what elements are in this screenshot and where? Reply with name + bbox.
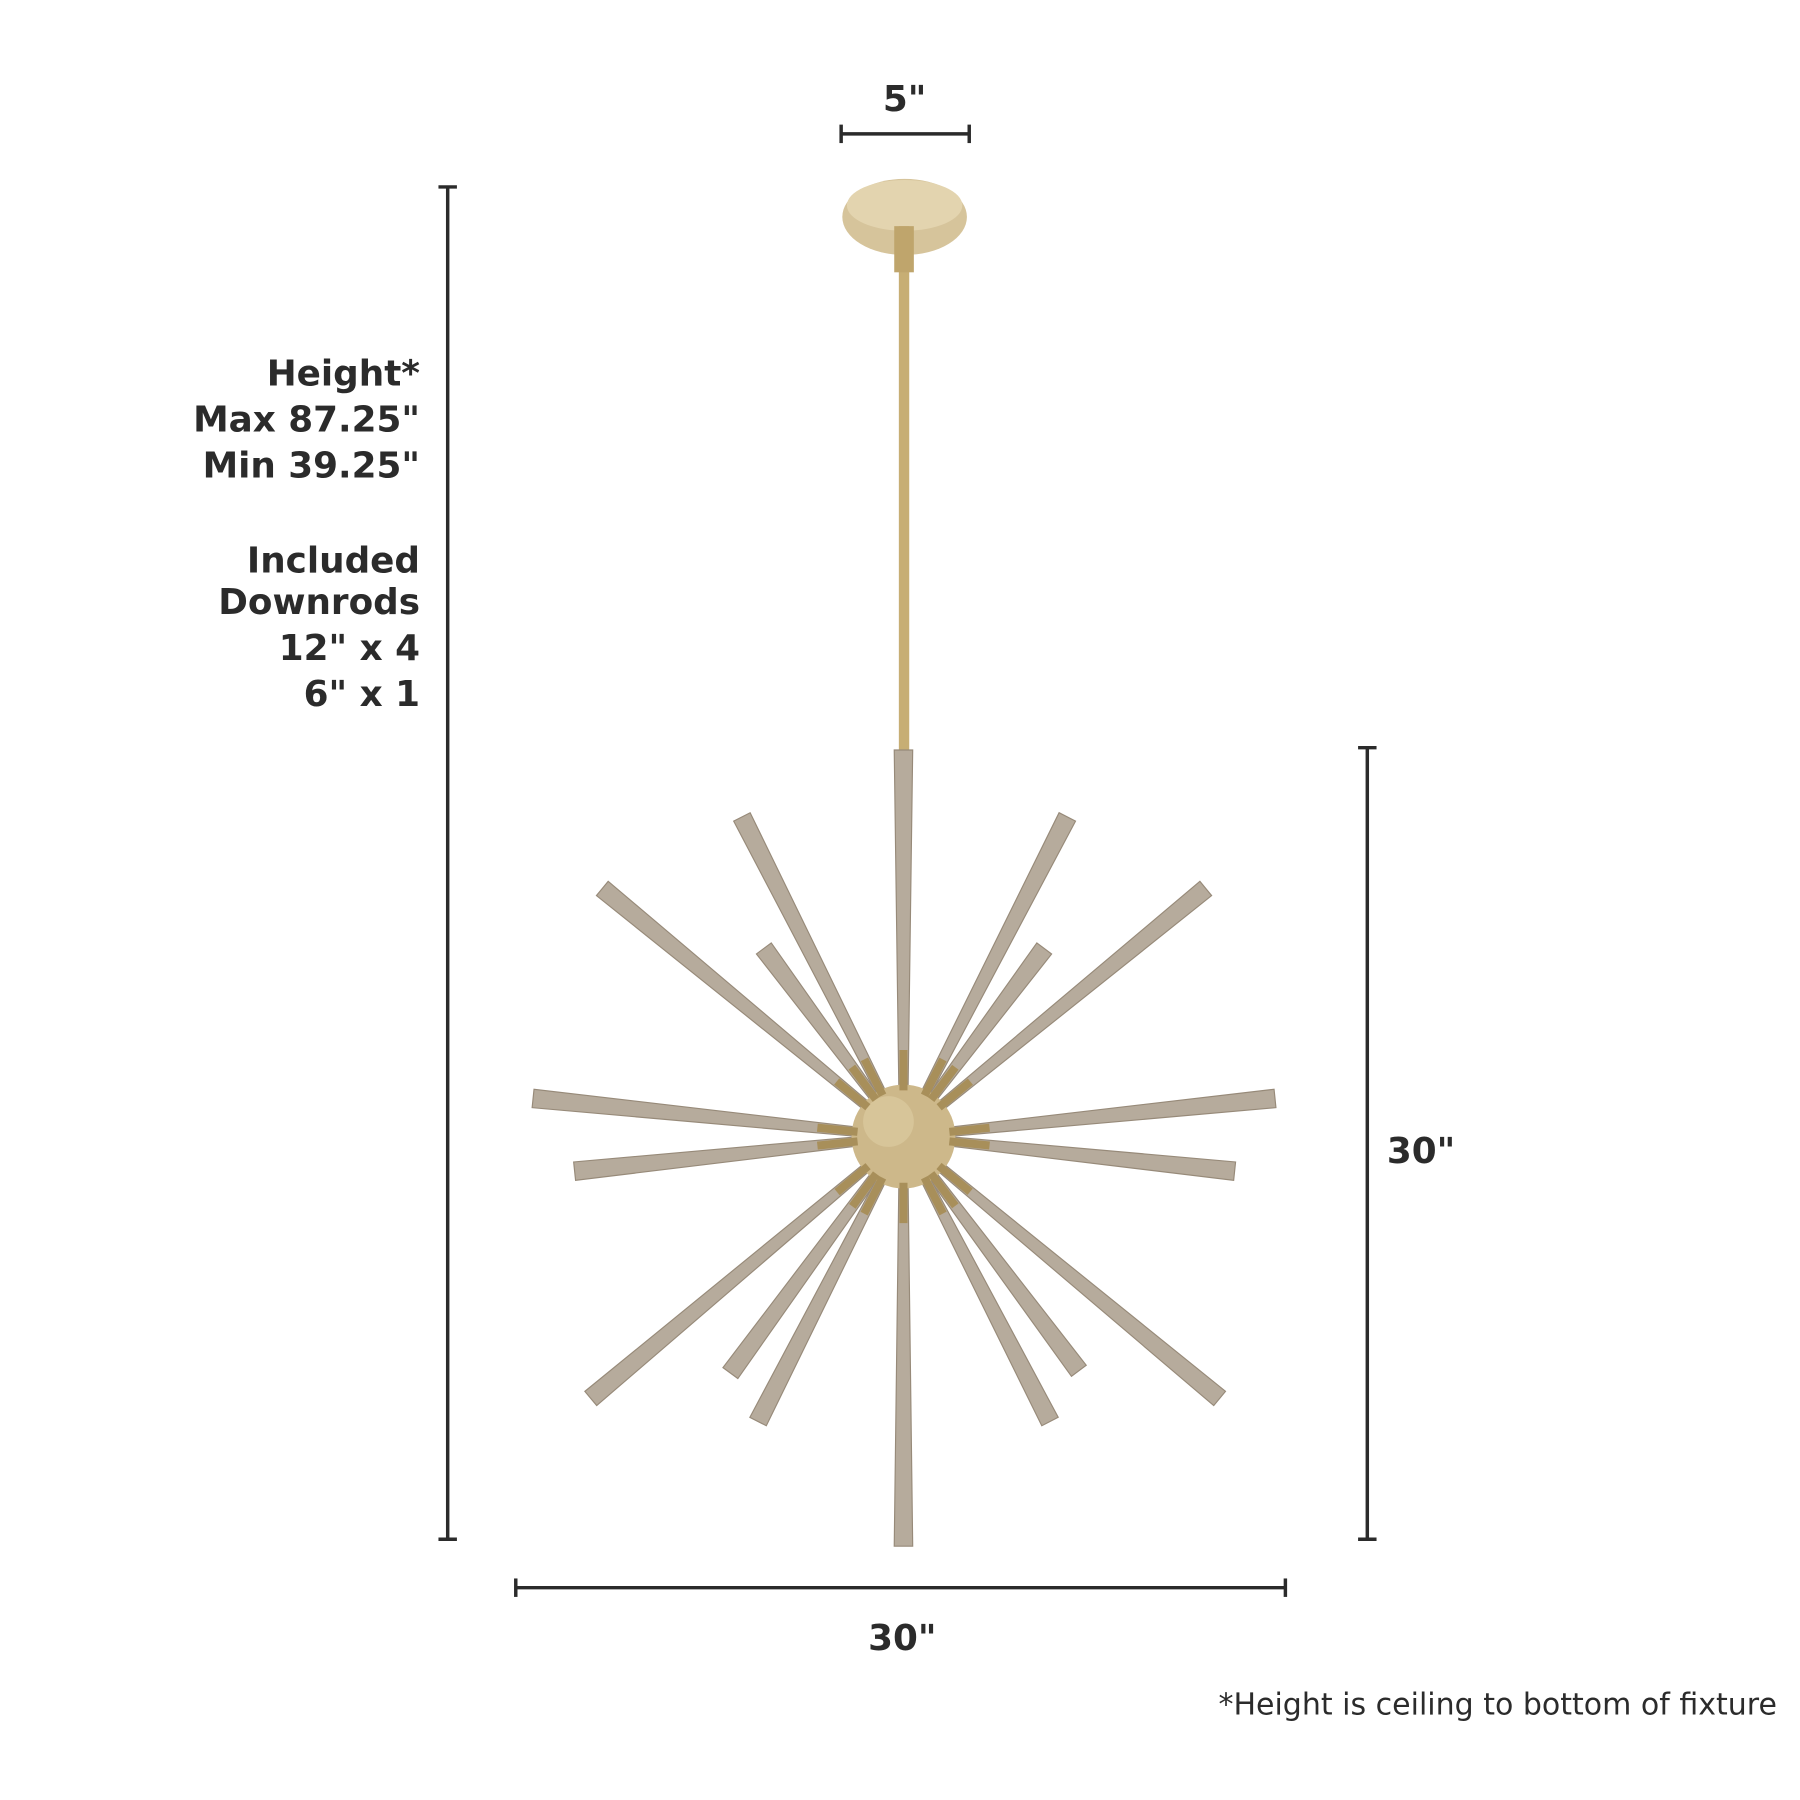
bulb-socket (848, 1064, 880, 1102)
bulb-socket (860, 1057, 887, 1098)
bulb-sockets (816, 1050, 990, 1224)
wood-spike (948, 1136, 1237, 1181)
downrods-line1: Included (247, 540, 420, 581)
wood-spike (948, 1088, 1277, 1138)
bulb-socket (834, 1078, 871, 1111)
downrods-line3: 12" x 4 (279, 628, 420, 669)
footnote: *Height is ceiling to bottom of fixture (1218, 1688, 1776, 1723)
downrods-line4: 6" x 1 (304, 674, 420, 715)
fixture-height-label: 30" (1387, 1131, 1455, 1172)
bulb-socket (920, 1057, 947, 1098)
fixture-height-dimension: 30" (1358, 745, 1455, 1541)
bulb-socket (860, 1175, 887, 1216)
bulb-socket (927, 1064, 959, 1103)
fixture-width-dimension: 30" (514, 1578, 1288, 1659)
bulb-socket (920, 1175, 947, 1216)
downrod (898, 226, 910, 757)
bulb-socket (816, 1137, 858, 1150)
bulb-socket (816, 1123, 858, 1136)
overall-height-dimension (438, 185, 457, 1541)
wood-spike (893, 749, 914, 1091)
bulb-socket (948, 1137, 990, 1150)
wood-spikes (531, 749, 1277, 1547)
wood-spike (573, 1136, 859, 1181)
height-info-text: Height* Max 87.25" Min 39.25" Included D… (193, 353, 420, 715)
canopy-width-dimension: 5" (839, 79, 971, 144)
height-max: Max 87.25" (193, 400, 420, 441)
bulb-socket (936, 1162, 973, 1195)
downrods-line2: Downrods (218, 582, 420, 623)
height-title: Height* (267, 353, 420, 394)
height-min: Min 39.25" (203, 446, 420, 487)
wood-spike (893, 1182, 914, 1547)
bulb-socket (936, 1078, 973, 1111)
canopy-width-label: 5" (883, 79, 927, 120)
pendant-fixture-illustration (531, 178, 1277, 1547)
bulb-socket (834, 1163, 871, 1196)
fixture-width-label: 30" (868, 1618, 936, 1659)
bulb-socket (849, 1171, 880, 1209)
wood-spike (531, 1088, 859, 1138)
bulb-socket (927, 1171, 959, 1209)
bulb-socket (948, 1123, 990, 1136)
